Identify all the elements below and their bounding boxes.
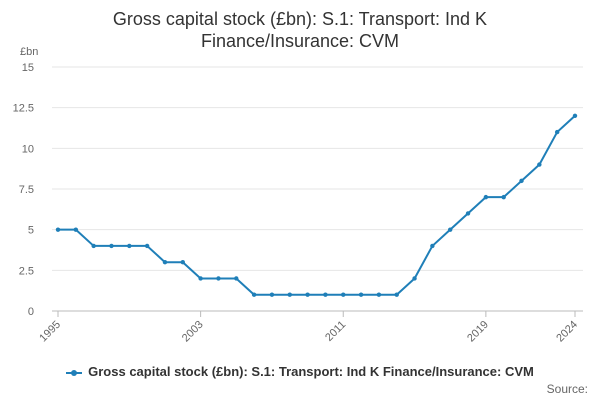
data-point-2024 — [572, 113, 578, 119]
data-point-2000 — [144, 243, 150, 249]
x-tick-label-0: 1995 — [37, 319, 63, 345]
data-point-2021 — [519, 178, 524, 184]
data-point-2009 — [305, 292, 310, 297]
legend: Gross capital stock (£bn): S.1: Transpor… — [0, 364, 600, 379]
data-point-2023 — [554, 129, 560, 135]
chart-title: Gross capital stock (£bn): S.1: Transpor… — [0, 8, 600, 52]
chart-title-line-1: Gross capital stock (£bn): S.1: Transpor… — [112, 9, 488, 29]
source-label: Source: — [546, 382, 588, 396]
data-point-2018 — [465, 211, 471, 216]
x-tick-label-1: 2003 — [180, 319, 206, 345]
x-tick-label-2: 2011 — [323, 319, 348, 344]
data-point-1998 — [109, 243, 114, 249]
legend-swatch — [66, 369, 83, 376]
y-axis-unit-label: £bn — [20, 46, 38, 58]
x-tick-label-3: 2019 — [465, 319, 491, 345]
data-point-2003 — [198, 276, 203, 281]
y-tick-label-3: 7.5 — [19, 184, 34, 196]
data-point-1996 — [73, 227, 79, 232]
data-point-2001 — [162, 260, 168, 265]
y-tick-label-4: 10 — [22, 143, 34, 155]
series-line-0 — [58, 115, 576, 296]
data-point-1999 — [127, 243, 132, 249]
data-point-2010 — [323, 292, 328, 297]
x-tick-label-4: 2024 — [554, 319, 580, 345]
data-point-2006 — [251, 292, 257, 297]
data-point-2017 — [448, 227, 453, 232]
data-point-2020 — [501, 194, 506, 200]
data-point-2019 — [483, 194, 489, 200]
axes: 0 2.5 5 7.5 10 12.5 15 1995 2003 2011 2019 2024 — [13, 62, 581, 344]
data-point-2007 — [269, 292, 275, 297]
data-point-2014 — [394, 292, 399, 297]
legend-series-label: Gross capital stock (£bn): S.1: Transpor… — [88, 364, 534, 379]
data-point-2008 — [287, 292, 292, 297]
data-point-1995 — [55, 227, 61, 232]
data-point-2022 — [537, 162, 542, 167]
y-tick-label-5: 12.5 — [13, 103, 34, 115]
data-point-1997 — [91, 243, 96, 249]
series-layer — [55, 113, 578, 297]
data-point-2012 — [358, 292, 364, 297]
data-point-2015 — [412, 276, 417, 281]
data-point-2004 — [216, 276, 221, 281]
y-tick-label-1: 2.5 — [19, 265, 34, 277]
data-point-2002 — [180, 260, 185, 265]
chart-title-line-2: Finance/Insurance: CVM — [200, 31, 400, 51]
data-point-2005 — [234, 276, 239, 281]
y-tick-label-6: 15 — [22, 62, 34, 74]
data-point-2011 — [341, 292, 346, 297]
y-tick-label-0: 0 — [28, 306, 34, 318]
legend-marker — [71, 369, 78, 376]
gridlines — [52, 66, 583, 312]
y-tick-label-2: 5 — [28, 225, 34, 237]
data-point-2016 — [430, 243, 435, 249]
data-point-2013 — [376, 292, 382, 297]
